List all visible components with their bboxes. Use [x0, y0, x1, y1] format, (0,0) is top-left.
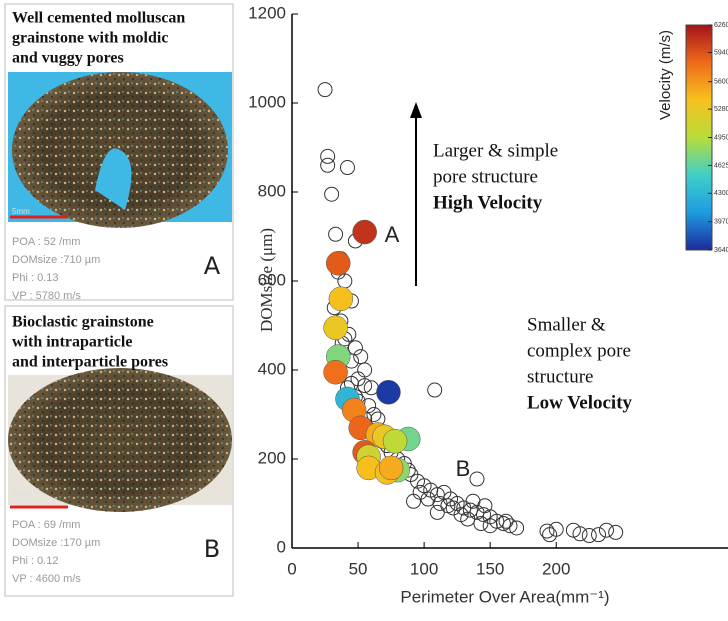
open-point — [477, 498, 493, 514]
open-point — [320, 157, 336, 173]
panel-title: and vuggy pores — [12, 50, 124, 67]
open-point — [462, 502, 478, 518]
open-point — [366, 407, 382, 422]
y-tick-label: 400 — [258, 359, 286, 378]
x-tick-label: 200 — [542, 559, 570, 578]
open-point — [608, 524, 624, 540]
velocity-point — [325, 250, 351, 276]
annotation: Larger & simple — [433, 140, 558, 161]
open-point — [460, 511, 476, 527]
colorbar-label: Velocity (m/s) — [657, 30, 674, 120]
open-point — [469, 471, 485, 487]
annotation: Smaller & — [527, 314, 606, 335]
colorbar-tick-label: 6260 — [714, 22, 728, 29]
open-point — [539, 523, 555, 539]
open-point — [339, 160, 355, 176]
x-tick-label: 50 — [349, 559, 368, 578]
open-point — [429, 504, 445, 520]
velocity-point — [323, 315, 348, 340]
open-point — [406, 493, 422, 509]
y-tick-label: 600 — [258, 270, 286, 289]
open-point — [476, 507, 492, 523]
open-point — [432, 496, 448, 511]
y-tick-label: 1200 — [248, 3, 286, 22]
velocity-point — [382, 428, 408, 454]
velocity-point — [328, 286, 354, 312]
panel-stat: VP : 5780 m/s — [12, 290, 81, 302]
colorbar — [685, 24, 713, 251]
open-point — [548, 521, 564, 537]
panel-stat: Phi : 0.13 — [12, 272, 58, 284]
annotation: complex pore — [527, 340, 631, 361]
open-point — [427, 382, 443, 398]
x-tick-label: 150 — [476, 559, 504, 578]
panel-stat: DOMsize :710 µm — [12, 254, 100, 266]
panel-title: and interparticle pores — [12, 354, 168, 371]
x-axis-label: Perimeter Over Area(mm⁻¹) — [400, 587, 609, 606]
scale-label: 5mm — [12, 207, 30, 216]
panel-title: grainstone with moldic — [12, 30, 168, 47]
colorbar-tick-label: 4300 — [714, 190, 728, 197]
colorbar-tick-label: 4950 — [714, 134, 728, 141]
open-point — [357, 362, 373, 378]
open-point — [324, 186, 340, 202]
panel-title: Bioclastic grainstone — [12, 314, 154, 331]
annotation: High Velocity — [433, 192, 543, 213]
arrow-head — [410, 102, 422, 118]
scale-label: 5mm — [12, 490, 30, 499]
thin-section-texture — [8, 368, 232, 512]
velocity-point — [323, 359, 348, 385]
open-point — [328, 226, 344, 242]
x-tick-label: 100 — [410, 559, 438, 578]
open-point — [320, 148, 336, 164]
panel-title: Well cemented molluscan — [12, 10, 185, 27]
colorbar-tick-label: 3970 — [714, 219, 728, 226]
open-point — [598, 522, 614, 538]
y-tick-label: 0 — [277, 537, 286, 556]
panel-stat: Phi : 0.12 — [12, 555, 58, 567]
open-point — [572, 526, 588, 542]
colorbar-tick-label: 5280 — [714, 106, 728, 113]
open-point — [591, 527, 607, 543]
open-point — [581, 528, 597, 544]
colorbar-tick-label: 3640 — [714, 247, 728, 254]
point-label: A — [385, 222, 400, 247]
open-point — [317, 82, 333, 98]
panel-stat: POA : 69 /mm — [12, 519, 80, 531]
open-point — [473, 516, 489, 532]
panel-stat: POA : 52 /mm — [12, 236, 80, 248]
panel-label: B — [204, 535, 220, 563]
open-point — [498, 513, 514, 529]
panel-stat: VP : 4600 m/s — [12, 573, 81, 585]
y-tick-label: 800 — [258, 181, 286, 200]
velocity-point — [378, 455, 404, 481]
colorbar-tick-label: 5940 — [714, 49, 728, 56]
y-tick-label: 200 — [258, 448, 286, 467]
point-label: B — [456, 456, 471, 481]
open-point — [357, 378, 373, 394]
open-point — [445, 500, 461, 516]
panel-stat: DOMsize :170 µm — [12, 537, 100, 549]
open-point — [509, 520, 525, 536]
panel-title: with intraparticle — [12, 334, 132, 351]
velocity-point — [352, 219, 377, 245]
open-point — [429, 487, 445, 503]
y-axis-label: DOMsize (μm) — [257, 228, 276, 332]
velocity-point — [376, 380, 401, 405]
annotation: pore structure — [433, 166, 538, 187]
open-point — [502, 518, 518, 534]
open-point — [482, 518, 498, 534]
vug — [95, 148, 132, 210]
annotation: structure — [527, 366, 593, 387]
open-point — [337, 273, 353, 289]
colorbar-tick-label: 4625 — [714, 162, 728, 169]
annotation: Low Velocity — [527, 392, 633, 413]
panel-label: A — [204, 252, 221, 280]
y-tick-label: 1000 — [248, 92, 286, 111]
x-tick-label: 0 — [287, 559, 296, 578]
colorbar-tick-label: 5600 — [714, 79, 728, 86]
